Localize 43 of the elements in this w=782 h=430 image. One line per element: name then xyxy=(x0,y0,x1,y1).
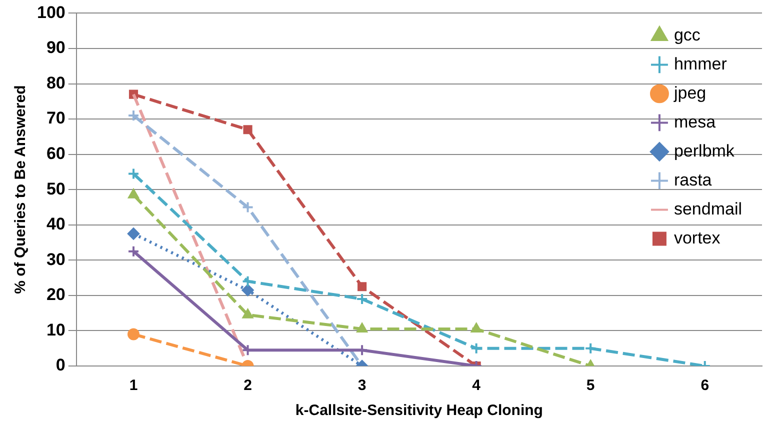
legend-label: vortex xyxy=(674,228,721,248)
legend-label: mesa xyxy=(674,112,716,132)
point xyxy=(128,245,140,258)
legend-label: sendmail xyxy=(674,199,742,218)
x-tick-label: 6 xyxy=(700,377,710,394)
point xyxy=(128,328,140,340)
point xyxy=(243,125,252,134)
x-tick-label: 2 xyxy=(244,377,252,394)
y-tick-label: 90 xyxy=(46,38,66,58)
legend-label: perlbmk xyxy=(674,141,735,160)
y-tick-label: 80 xyxy=(46,73,66,92)
x-tick-label: 5 xyxy=(586,377,595,394)
legend-label: gcc xyxy=(674,25,701,44)
y-tick-label: 60 xyxy=(46,144,66,164)
y-tick-label: 10 xyxy=(46,320,66,340)
point xyxy=(128,110,140,122)
point xyxy=(242,284,254,296)
point xyxy=(128,188,139,198)
y-tick-label: 100 xyxy=(36,2,66,22)
point xyxy=(470,322,482,332)
y-tick-label: 40 xyxy=(46,214,66,234)
legend-label: jpeg xyxy=(672,83,706,102)
y-tick-label: 50 xyxy=(46,179,66,198)
point xyxy=(242,201,254,214)
legend-label: hmmer xyxy=(674,54,728,74)
x-axis-title: k-Callsite-Sensitivity Heap Cloning xyxy=(295,402,543,420)
y-tick-label: 0 xyxy=(56,356,66,375)
point xyxy=(242,275,254,288)
y-axis-title: % of Queries to Be Answered xyxy=(12,85,30,294)
point xyxy=(128,168,140,180)
point xyxy=(356,292,368,305)
y-tick-label: 30 xyxy=(46,250,66,269)
x-tick-label: 4 xyxy=(472,377,482,394)
y-tick-label: 70 xyxy=(46,108,66,128)
x-tick-label: 1 xyxy=(129,377,138,394)
point xyxy=(356,322,368,332)
x-tick-label: 3 xyxy=(358,377,366,394)
point xyxy=(128,228,140,240)
y-tick-label: 20 xyxy=(46,285,66,304)
point xyxy=(242,308,254,318)
point xyxy=(584,342,597,354)
legend-label: rasta xyxy=(674,170,712,190)
point xyxy=(358,282,367,292)
